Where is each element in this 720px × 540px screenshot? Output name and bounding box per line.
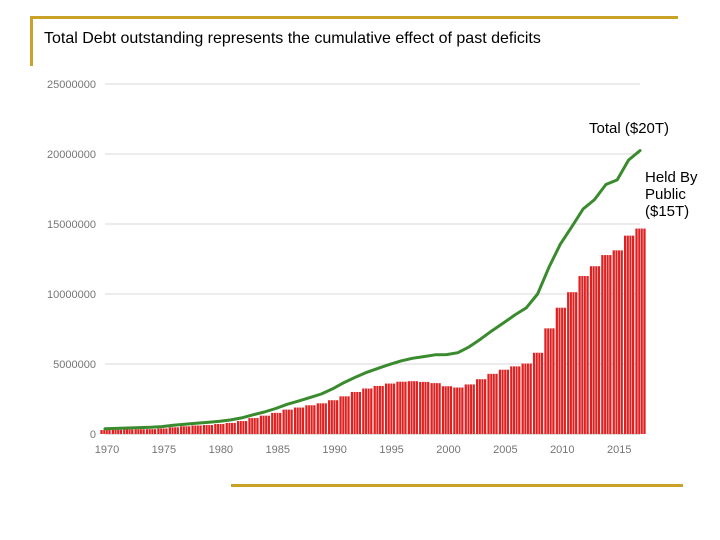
annotation-public-line: ($15T) (645, 203, 690, 220)
annotation-held-by-public: Held By Public ($15T) (645, 169, 715, 220)
x-tick-label: 1980 (209, 444, 233, 456)
footer-rule (231, 484, 683, 487)
title-rule-left (30, 16, 33, 66)
annotation-public-line: Public (645, 186, 686, 203)
slide-title: Total Debt outstanding represents the cu… (44, 30, 541, 47)
x-tick-label: 2005 (493, 444, 517, 456)
x-tick-label: 1985 (266, 444, 290, 456)
y-tick-label: 10000000 (47, 289, 96, 301)
x-tick-label: 2015 (607, 444, 631, 456)
x-tick-label: 1975 (152, 444, 176, 456)
x-tick-label: 1995 (379, 444, 403, 456)
annotation-public-line: Held By (645, 169, 698, 186)
y-tick-label: 0 (90, 429, 96, 441)
x-tick-label: 1970 (95, 444, 119, 456)
y-tick-label: 5000000 (53, 359, 96, 371)
title-rule-top (30, 16, 678, 19)
x-tick-label: 2010 (550, 444, 574, 456)
y-tick-label: 15000000 (47, 219, 96, 231)
y-tick-label: 20000000 (47, 149, 96, 161)
x-tick-label: 1990 (322, 444, 346, 456)
x-tick-label: 2000 (436, 444, 460, 456)
annotation-total: Total ($20T) (589, 120, 670, 137)
y-tick-label: 25000000 (47, 79, 96, 91)
series-line-total (103, 149, 642, 431)
